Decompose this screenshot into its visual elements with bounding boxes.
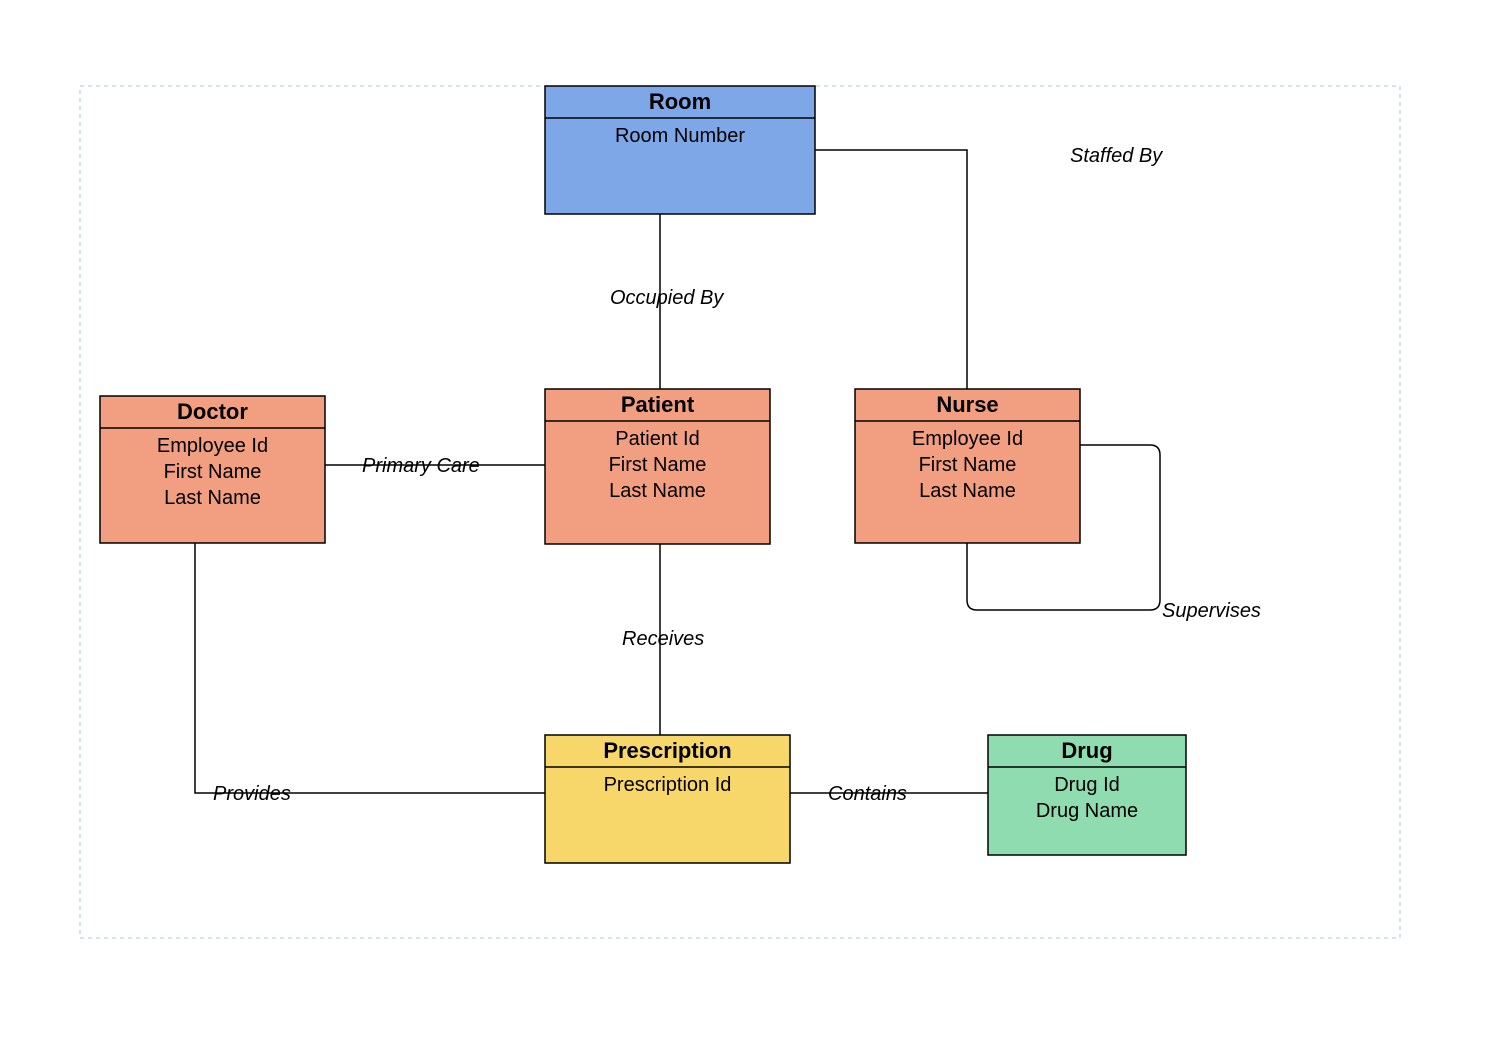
entity-patient: Patient Patient Id First Name Last Name — [545, 389, 770, 544]
entity-drug: Drug Drug Id Drug Name — [988, 735, 1186, 855]
relationship-label: Contains — [828, 783, 907, 805]
entity-room: Room Room Number — [545, 86, 815, 214]
entity-doctor: Doctor Employee Id First Name Last Name — [100, 396, 325, 543]
er-diagram: Occupied By Staffed By Primary Care Receive… — [0, 0, 1498, 1048]
entity-attribute: First Name — [609, 454, 707, 476]
entity-attribute: Last Name — [164, 487, 261, 509]
relationship-label: Staffed By — [1070, 145, 1163, 167]
entity-attribute: Last Name — [609, 480, 706, 502]
entity-title: Prescription — [603, 738, 731, 763]
relationship-label: Supervises — [1162, 600, 1261, 622]
entity-attribute: Employee Id — [157, 435, 268, 457]
relationship-label: Provides — [213, 783, 291, 805]
entity-title: Drug — [1061, 738, 1112, 763]
entity-title: Patient — [621, 392, 695, 417]
entity-attribute: Drug Name — [1036, 800, 1138, 822]
entity-prescription: Prescription Prescription Id — [545, 735, 790, 863]
entity-attribute: First Name — [164, 461, 262, 483]
entity-nurse: Nurse Employee Id First Name Last Name — [855, 389, 1080, 543]
entity-title: Doctor — [177, 399, 248, 424]
entity-attribute: First Name — [919, 454, 1017, 476]
entity-attribute: Last Name — [919, 480, 1016, 502]
entity-attribute: Patient Id — [615, 428, 700, 450]
entity-attribute: Room Number — [615, 125, 745, 147]
relationship-label: Primary Care — [362, 455, 480, 477]
entity-attribute: Prescription Id — [604, 774, 732, 796]
entity-attribute: Drug Id — [1054, 774, 1120, 796]
relationship-label: Occupied By — [610, 287, 724, 309]
entity-title: Room — [649, 89, 711, 114]
relationship-label: Receives — [622, 628, 704, 650]
entity-attribute: Employee Id — [912, 428, 1023, 450]
entity-title: Nurse — [936, 392, 998, 417]
